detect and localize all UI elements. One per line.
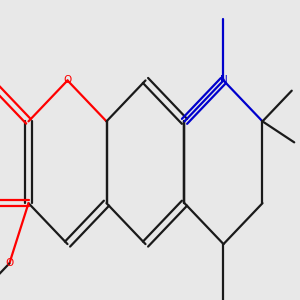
Text: O: O bbox=[5, 258, 14, 268]
Text: N: N bbox=[220, 76, 227, 85]
Text: O: O bbox=[63, 76, 72, 85]
